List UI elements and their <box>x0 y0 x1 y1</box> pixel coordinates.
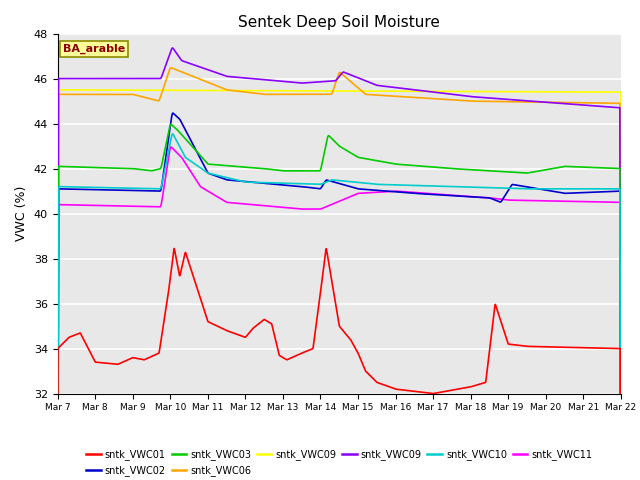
Title: Sentek Deep Soil Moisture: Sentek Deep Soil Moisture <box>238 15 440 30</box>
Y-axis label: VWC (%): VWC (%) <box>15 186 28 241</box>
Legend: sntk_VWC01, sntk_VWC02, sntk_VWC03, sntk_VWC06, sntk_VWC09, sntk_VWC09, sntk_VWC: sntk_VWC01, sntk_VWC02, sntk_VWC03, sntk… <box>83 445 596 480</box>
Text: BA_arable: BA_arable <box>63 44 125 54</box>
